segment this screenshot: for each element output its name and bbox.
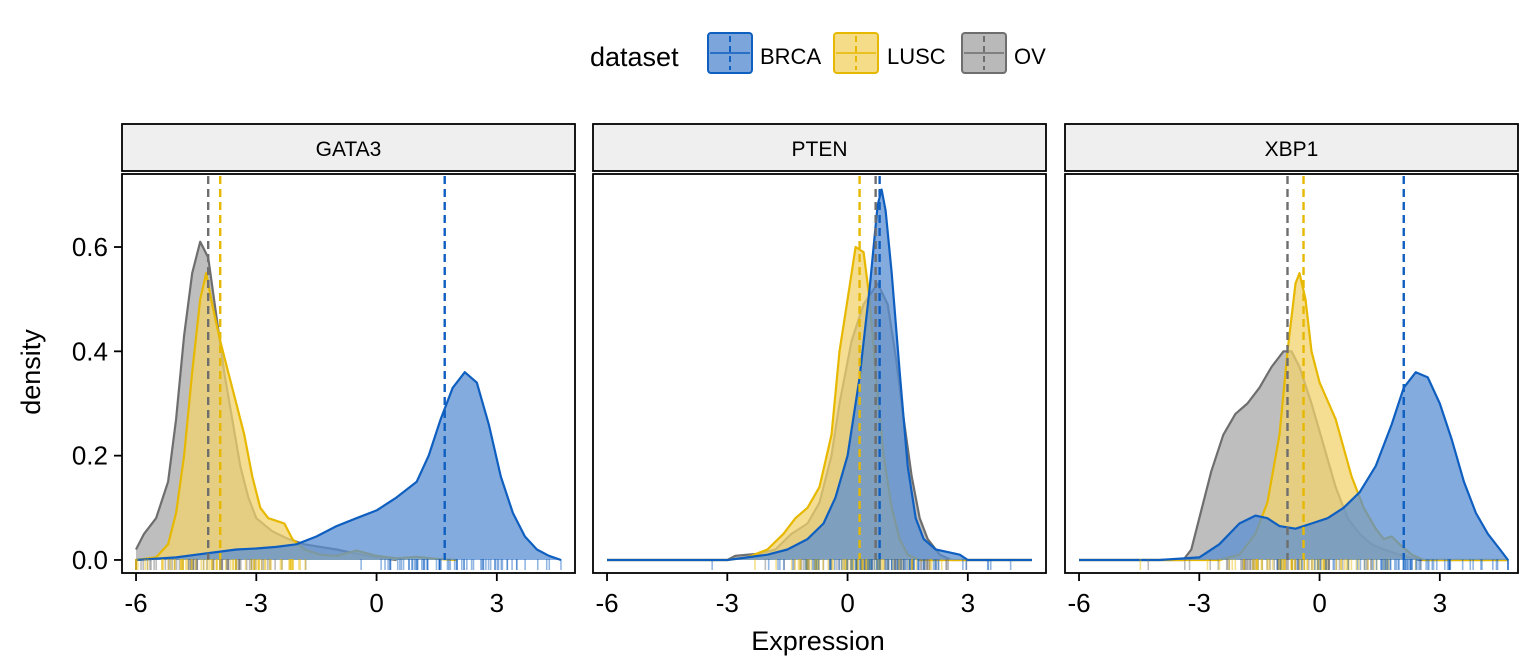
- rug-ov: [764, 559, 968, 570]
- density-area-lusc: [607, 247, 1032, 560]
- x-tick-label: -6: [124, 588, 147, 618]
- density-line-brca: [135, 371, 562, 562]
- x-tick-label: 0: [1312, 588, 1326, 618]
- rug-ov: [135, 559, 307, 570]
- density-line-brca: [607, 188, 1032, 562]
- y-tick-label: 0.4: [72, 336, 108, 366]
- x-tick-label: -3: [716, 588, 739, 618]
- x-tick-label: -3: [1188, 588, 1211, 618]
- legend-label-brca: BRCA: [760, 44, 821, 69]
- rug-brca: [1276, 559, 1509, 570]
- density-area-brca: [136, 372, 561, 560]
- rug-brca: [711, 559, 1012, 570]
- panel-xbp1: XBP1 -6 -3 0 3: [1064, 123, 1519, 618]
- x-tick-label: 0: [840, 588, 854, 618]
- facet-panels: GATA3 -6 -3 0 3 0.0 0.2 0.4 0.6 PTEN -6 -3 0 3 XBP1 -6 -…: [72, 123, 1519, 618]
- panel-border: [1064, 173, 1519, 574]
- y-axis-title: density: [16, 329, 46, 415]
- x-tick-label: 3: [1433, 588, 1447, 618]
- density-line-brca: [1079, 371, 1509, 562]
- panel-gata3: GATA3 -6 -3 0 3 0.0 0.2 0.4 0.6: [72, 123, 576, 618]
- y-tick-label: 0.6: [72, 232, 108, 262]
- density-area-brca: [1079, 372, 1508, 560]
- facet-strip: [1064, 123, 1519, 172]
- panel-pten: PTEN -6 -3 0 3: [592, 123, 1047, 618]
- rug-lusc: [754, 559, 943, 570]
- x-tick-label: 3: [490, 588, 504, 618]
- facet-strip-label: XBP1: [1265, 138, 1319, 161]
- panel-border: [121, 173, 576, 574]
- density-area-lusc: [1079, 273, 1508, 560]
- legend-title: dataset: [590, 42, 679, 72]
- y-tick-label: 0.0: [72, 545, 108, 575]
- legend-item-brca: BRCA: [707, 32, 821, 74]
- density-area-lusc: [136, 273, 457, 560]
- facet-strip-label: GATA3: [316, 138, 382, 161]
- x-tick-label: -3: [245, 588, 268, 618]
- rug-lusc: [135, 559, 307, 570]
- legend-item-ov: OV: [961, 32, 1046, 74]
- x-tick-label: 3: [961, 588, 975, 618]
- legend-label-lusc: LUSC: [887, 44, 946, 69]
- legend-label-ov: OV: [1014, 44, 1046, 69]
- x-tick-label: 0: [369, 588, 383, 618]
- legend-item-lusc: LUSC: [833, 32, 946, 74]
- y-tick-label: 0.2: [72, 441, 108, 471]
- panel-border: [592, 173, 1047, 574]
- x-tick-label: -6: [595, 588, 618, 618]
- x-axis-title: Expression: [751, 626, 885, 656]
- rug-lusc: [1139, 559, 1417, 570]
- rug-ov: [1147, 559, 1422, 570]
- x-tick-label: -6: [1067, 588, 1090, 618]
- facet-strip: [592, 123, 1047, 172]
- facet-strip-label: PTEN: [791, 138, 847, 161]
- legend: dataset BRCA LUSC OV: [590, 32, 1046, 74]
- rug-brca: [360, 559, 562, 570]
- facet-strip: [121, 123, 576, 172]
